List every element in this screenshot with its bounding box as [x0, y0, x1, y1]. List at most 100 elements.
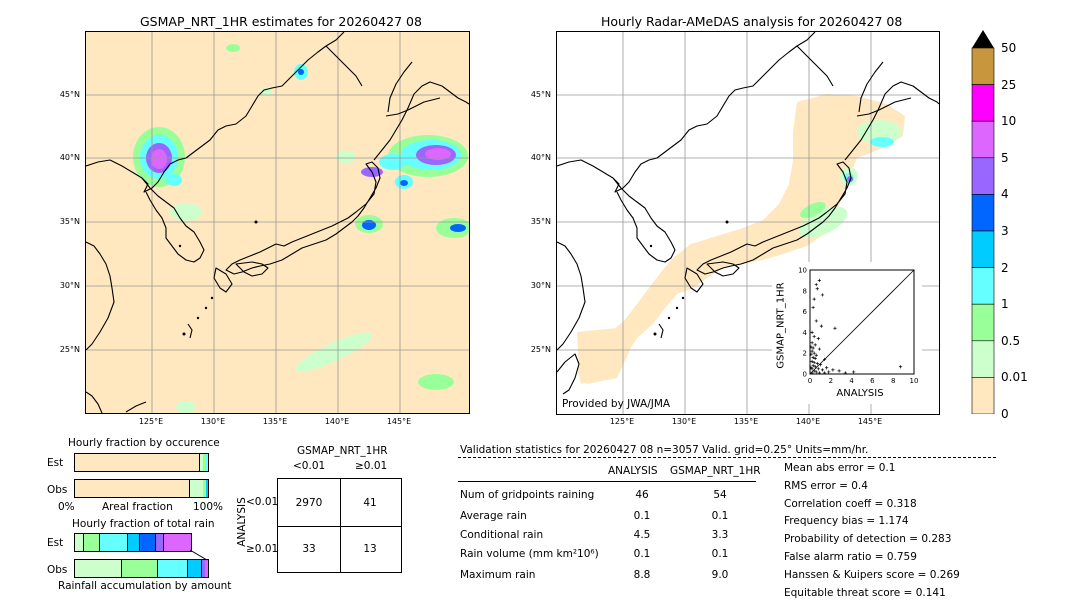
validation-row-label: Average rain	[460, 510, 527, 522]
lat-label: 30°N	[530, 281, 551, 290]
scatter-point	[813, 356, 817, 360]
scatter-point	[814, 319, 818, 323]
scatter-point	[811, 364, 815, 368]
validation-score: Probability of detection = 0.283	[784, 533, 952, 546]
scatter-point	[811, 355, 815, 359]
colorbar-swatch	[971, 340, 995, 378]
bar-segment	[127, 534, 140, 551]
scatter-point	[827, 370, 831, 374]
occurrence-est-label: Est	[47, 457, 64, 469]
scatter-point	[837, 369, 841, 373]
lat-label: 30°N	[59, 281, 80, 290]
occurrence-obs-label: Obs	[47, 484, 68, 496]
scatter-ytick: 6	[803, 308, 808, 316]
bar-segment	[75, 480, 189, 497]
occurrence-axis-right: 100%	[193, 501, 224, 513]
validation-row-label: Num of gridpoints raining	[460, 489, 595, 501]
scatter-point	[811, 346, 815, 350]
colorbar-swatch	[971, 47, 995, 85]
scatter-point	[814, 370, 818, 374]
scatter-point	[812, 334, 816, 339]
validation-row-analysis: 46	[635, 489, 649, 501]
validation-row-analysis: 8.8	[633, 569, 651, 581]
colorbar-swatch	[971, 157, 995, 195]
validation-row-gsmap: 9.0	[711, 569, 729, 581]
bar-segment	[205, 560, 208, 577]
colorbar-label: 2	[1001, 260, 1009, 275]
colorbar-label: 5	[1001, 150, 1009, 165]
colorbar-label: 0.01	[1001, 370, 1028, 385]
validation-rule	[458, 481, 756, 482]
validation-score: Equitable threat score = 0.141	[784, 586, 946, 599]
scatter-point	[820, 368, 825, 372]
total-est-bar	[74, 533, 192, 552]
scatter-point	[812, 369, 816, 373]
rain-areas	[133, 44, 469, 413]
lat-label: 35°N	[59, 217, 80, 226]
scatter-point	[825, 366, 829, 370]
validation-score: Correlation coeff = 0.318	[784, 497, 917, 510]
scatter-diagonal	[809, 269, 915, 375]
colorbar-strip	[971, 30, 995, 414]
occurrence-axis-label: Areal fraction	[102, 501, 173, 513]
scatter-point	[843, 371, 847, 375]
gridlines	[86, 32, 469, 413]
coastlines	[86, 32, 469, 413]
left-map-title: GSMAP_NRT_1HR estimates for 20260427 08	[140, 14, 422, 29]
scatter-ytick: 2	[803, 350, 807, 358]
scatter-point	[810, 359, 814, 364]
lat-label: 40°N	[530, 153, 551, 162]
colorbar-label: 25	[1001, 77, 1017, 92]
validation-header: Validation statistics for 20260427 08 n=…	[460, 444, 869, 456]
scatter-xtick: 8	[891, 377, 895, 385]
data-credit: Provided by JWA/JMA	[562, 398, 671, 410]
scatter-point	[818, 363, 822, 367]
right-map-title: Hourly Radar-AMeDAS analysis for 2026042…	[601, 14, 903, 29]
scatter-ytick: 10	[798, 267, 807, 275]
colorbar-swatch	[971, 194, 995, 232]
colorbar-swatch	[971, 230, 995, 268]
validation-score: Hanssen & Kuipers score = 0.269	[784, 568, 960, 581]
validation-row-analysis: 4.5	[633, 529, 651, 541]
colorbar-label: 0	[1001, 407, 1009, 421]
scatter-point	[815, 362, 819, 366]
validation-score: Frequency bias = 1.174	[784, 515, 909, 528]
scatter-point	[852, 370, 856, 374]
bar-segment	[201, 560, 206, 577]
colorbar-label: 3	[1001, 224, 1009, 238]
scatter-point	[833, 326, 837, 330]
scatter-xtick: 4	[849, 377, 854, 385]
scatter-point	[810, 341, 814, 345]
scatter-ytick: 8	[803, 287, 807, 295]
colorbar-label: 0.5	[1001, 333, 1021, 348]
validation-row-gsmap: 3.3	[711, 529, 729, 541]
lon-label: 135°E	[733, 417, 759, 426]
scatter-ytick: 4	[803, 329, 808, 337]
contingency-cell: 13	[339, 525, 402, 573]
lat-label: 25°N	[59, 345, 80, 354]
scatter-point	[812, 297, 816, 301]
bar-segment	[155, 534, 164, 551]
colorbar-swatch	[971, 84, 995, 122]
total-rain-footer: Rainfall accumulation by amount	[58, 580, 232, 592]
scatter-xtick: 0	[808, 377, 812, 385]
bar-segment	[205, 454, 208, 471]
lon-label: 130°E	[200, 417, 226, 426]
scatter-point	[816, 337, 820, 341]
colorbar-label: 10	[1001, 114, 1017, 129]
validation-col-gsmap: GSMAP_NRT_1HR	[670, 465, 761, 477]
colorbar-swatch	[971, 267, 995, 305]
total-obs-bar	[74, 559, 209, 578]
scatter-ytick: 0	[803, 371, 807, 379]
bar-segment	[99, 534, 128, 551]
bar-segment	[75, 560, 121, 577]
bar-segment	[163, 534, 191, 551]
lon-label: 140°E	[324, 417, 350, 426]
colorbar-swatch	[971, 120, 995, 159]
scatter-point	[816, 367, 820, 371]
scatter-point	[813, 343, 817, 347]
colorbar-swatch	[971, 377, 995, 414]
lat-label: 25°N	[530, 345, 551, 354]
lat-label: 35°N	[530, 217, 551, 226]
validation-row-analysis: 0.1	[633, 510, 651, 522]
